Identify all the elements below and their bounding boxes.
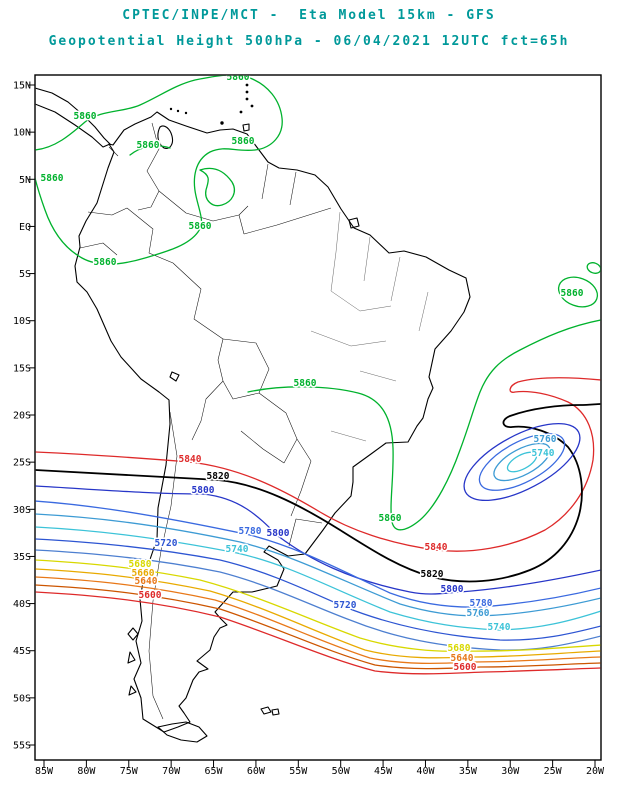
lat-label: 20S bbox=[13, 411, 31, 422]
falkland-islands bbox=[260, 706, 280, 716]
latitude-axis: 15N 10N 5N EQ 5S 10S 15S 20S 25S 30S 35S 40S 45S 50S 5… bbox=[13, 81, 31, 752]
contour-label-5780: 5780 bbox=[470, 598, 493, 609]
contour-line-5680 bbox=[35, 559, 601, 652]
lon-label: 70W bbox=[162, 766, 181, 777]
chart-title: CPTEC/INPE/MCT - Eta Model 15km - GFS bbox=[122, 8, 496, 23]
map-frame bbox=[34, 74, 602, 761]
lat-label: 55S bbox=[13, 741, 31, 752]
contour-label-5860: 5860 bbox=[232, 136, 255, 147]
lon-label: 45W bbox=[374, 766, 393, 777]
contour-label-5680: 5680 bbox=[448, 643, 471, 654]
contour-line-5840 bbox=[35, 376, 601, 552]
lat-label: 35S bbox=[13, 552, 31, 563]
contour-label-5720: 5720 bbox=[155, 538, 178, 549]
contour-line-5720 bbox=[35, 538, 601, 641]
contour-label-5760: 5760 bbox=[534, 434, 557, 445]
contour-line-5620 bbox=[35, 584, 601, 670]
contour-label-5600: 5600 bbox=[454, 662, 477, 673]
lat-label: 50S bbox=[13, 693, 31, 704]
contour-label-5780: 5780 bbox=[239, 526, 262, 537]
chart-header: CPTEC/INPE/MCT - Eta Model 15km - GFS Ge… bbox=[0, 0, 618, 49]
lon-label: 20W bbox=[586, 766, 605, 777]
lon-label: 85W bbox=[35, 766, 54, 777]
lat-label: 45S bbox=[13, 646, 31, 657]
lon-label: 60W bbox=[247, 766, 266, 777]
contour-label-5860: 5860 bbox=[561, 288, 584, 299]
lat-label: 15S bbox=[13, 363, 31, 374]
contour-label-5860: 5860 bbox=[379, 513, 402, 524]
contour-line-5740 bbox=[35, 451, 601, 631]
lat-label: 15N bbox=[13, 81, 31, 92]
contour-label-5860: 5860 bbox=[74, 111, 97, 122]
lon-label: 80W bbox=[77, 766, 96, 777]
contour-label-5860: 5860 bbox=[294, 378, 317, 389]
country-borders bbox=[79, 122, 429, 720]
contour-label-5720: 5720 bbox=[334, 600, 357, 611]
contour-label-5800: 5800 bbox=[192, 485, 215, 496]
contour-label-5740: 5740 bbox=[488, 622, 511, 633]
contour-label-5820: 5820 bbox=[421, 569, 444, 580]
axis-ticks bbox=[28, 84, 596, 767]
lon-label: 30W bbox=[501, 766, 520, 777]
longitude-axis: 85W 80W 75W 70W 65W 60W 55W 50W 45W 40W 35W 30W 25W 2… bbox=[35, 766, 605, 777]
contour-labels: 5860 5860 5860 5860 5860 5860 5860 5860 5860 5860… bbox=[39, 72, 585, 675]
contour-line-5800 bbox=[35, 422, 601, 595]
lat-label: 40S bbox=[13, 599, 31, 610]
contour-label-5800: 5800 bbox=[267, 528, 290, 539]
lon-label: 25W bbox=[544, 766, 563, 777]
chart-subtitle: Geopotential Height 500hPa - 06/04/2021 … bbox=[48, 34, 570, 49]
contour-label-5860: 5860 bbox=[227, 72, 250, 83]
central-america-coastline bbox=[35, 87, 111, 148]
contour-label-5860: 5860 bbox=[189, 221, 212, 232]
contour-line-5600 bbox=[35, 591, 601, 675]
contour-label-5740: 5740 bbox=[226, 544, 249, 555]
lat-label: 10S bbox=[13, 316, 31, 327]
contour-label-5640: 5640 bbox=[135, 576, 158, 587]
contour-label-5820: 5820 bbox=[207, 471, 230, 482]
contour-label-5860: 5860 bbox=[94, 257, 117, 268]
lon-label: 55W bbox=[289, 766, 308, 777]
lon-label: 65W bbox=[205, 766, 224, 777]
contour-label-5860: 5860 bbox=[137, 140, 160, 151]
lat-label: 30S bbox=[13, 505, 31, 516]
contour-label-5800: 5800 bbox=[441, 584, 464, 595]
lat-label: 5S bbox=[19, 269, 31, 280]
antilles-islands bbox=[169, 83, 254, 125]
contour-label-5660: 5660 bbox=[132, 568, 155, 579]
trinidad-island bbox=[242, 123, 250, 132]
contour-label-5760: 5760 bbox=[467, 608, 490, 619]
marajo-island bbox=[348, 217, 360, 229]
lon-label: 75W bbox=[120, 766, 139, 777]
lon-label: 35W bbox=[459, 766, 478, 777]
contour-line-5700 bbox=[35, 549, 601, 651]
coastlines bbox=[35, 83, 471, 743]
contour-line-5780 bbox=[35, 433, 601, 608]
contour-label-5740: 5740 bbox=[532, 448, 555, 459]
lat-label: 10N bbox=[13, 128, 31, 139]
lat-label: EQ bbox=[19, 222, 31, 233]
tierra-del-fuego bbox=[157, 721, 208, 743]
lake-titicaca bbox=[169, 371, 180, 382]
contour-lines bbox=[35, 75, 601, 675]
chile-islands bbox=[127, 627, 139, 696]
contour-label-5860: 5860 bbox=[41, 173, 64, 184]
contour-label-5680: 5680 bbox=[129, 559, 152, 570]
south-america-coastline bbox=[74, 111, 471, 733]
lon-label: 50W bbox=[332, 766, 351, 777]
contour-line-5860 bbox=[35, 75, 601, 531]
lat-label: 5N bbox=[19, 175, 31, 186]
contour-label-5600: 5600 bbox=[139, 590, 162, 601]
contour-label-5640: 5640 bbox=[451, 653, 474, 664]
contour-line-5660 bbox=[35, 568, 601, 659]
contour-label-5840: 5840 bbox=[425, 542, 448, 553]
contour-label-5840: 5840 bbox=[179, 454, 202, 465]
contour-line-5640 bbox=[35, 576, 601, 665]
lon-label: 40W bbox=[416, 766, 435, 777]
lake-maracaibo bbox=[157, 125, 174, 149]
lat-label: 25S bbox=[13, 458, 31, 469]
contour-line-5760 bbox=[35, 442, 601, 617]
contour-line-5820 bbox=[35, 403, 601, 583]
